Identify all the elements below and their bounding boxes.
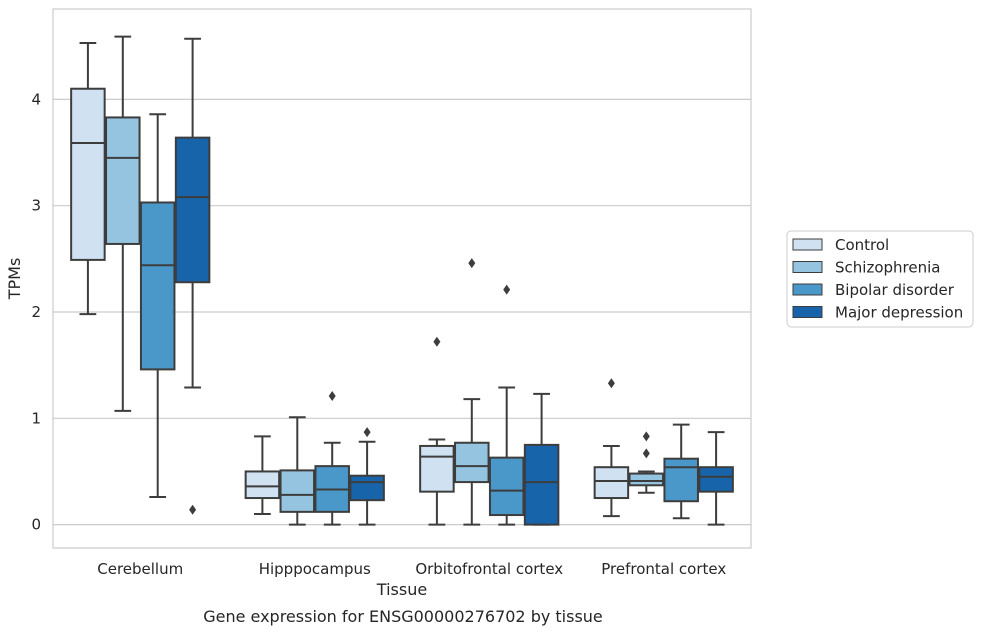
y-axis-label: TPMs [5, 258, 24, 301]
outlier-point [433, 336, 441, 347]
box-1-2 [244, 435, 281, 515]
box-3-4 [663, 423, 699, 520]
x-tick-label: Cerebellum [97, 560, 183, 578]
outlier-point [189, 504, 197, 515]
legend-swatch [792, 283, 823, 296]
box-plots [70, 35, 734, 526]
y-tick-label: 3 [31, 197, 41, 215]
y-tick-label: 1 [31, 409, 41, 427]
box-body [698, 466, 734, 493]
box-body [244, 470, 281, 500]
box-1-3 [419, 336, 455, 526]
box-4-2 [349, 427, 385, 526]
box-body [349, 474, 385, 502]
legend-label: Schizophrenia [835, 259, 940, 277]
box-body [454, 441, 490, 484]
box-body [139, 201, 176, 371]
box-body [279, 469, 316, 513]
box-3-1 [139, 113, 176, 498]
outlier-point [642, 448, 650, 459]
outlier-point [503, 284, 511, 295]
legend: Control Schizophrenia Bipolar disorder Majo… [786, 230, 974, 328]
box-3-3 [488, 284, 525, 526]
outlier-point [363, 427, 371, 438]
box-body [70, 87, 106, 261]
box-4-1 [174, 37, 211, 515]
box-body [174, 136, 211, 284]
y-axis: 0 1 2 3 4 [31, 90, 41, 533]
legend-swatch [792, 238, 823, 251]
box-2-4 [628, 431, 665, 494]
legend-label: Major depression [835, 304, 963, 322]
x-axis: Cerebellum Hipppocampus Orbitofrontal cort… [97, 560, 726, 578]
legend-swatch [792, 306, 823, 318]
x-tick-label: Orbitofrontal cortex [415, 560, 563, 578]
outlier-point [607, 378, 615, 389]
x-axis-label: Tissue [376, 580, 427, 599]
plot-frame [52, 8, 752, 549]
box-2-3 [454, 258, 490, 526]
y-tick-label: 2 [31, 303, 41, 321]
legend-label: Control [835, 236, 889, 254]
legend-frame [786, 230, 974, 328]
box-1-4 [593, 378, 630, 518]
box-body [593, 466, 630, 500]
box-body [419, 444, 455, 493]
box-4-4 [698, 431, 734, 526]
legend-swatch [792, 261, 823, 273]
box-body [488, 456, 525, 517]
y-tick-label: 0 [31, 516, 41, 534]
outlier-point [328, 390, 336, 401]
box-4-3 [523, 392, 560, 526]
y-tick-label: 4 [31, 90, 41, 108]
box-1-1 [70, 42, 106, 316]
x-tick-label: Hipppocampus [259, 560, 371, 578]
box-body [105, 116, 141, 245]
x-tick-label: Prefrontal cortex [601, 560, 726, 578]
box-2-1 [105, 35, 141, 412]
box-2-2 [279, 416, 316, 526]
box-body [628, 472, 665, 487]
outlier-point [468, 258, 476, 269]
outlier-point [642, 431, 650, 442]
chart-caption: Gene expression for ENSG00000276702 by t… [203, 607, 603, 626]
box-body [663, 457, 699, 503]
legend-label: Bipolar disorder [835, 281, 955, 299]
box-3-2 [314, 390, 350, 526]
box-body [523, 443, 560, 526]
